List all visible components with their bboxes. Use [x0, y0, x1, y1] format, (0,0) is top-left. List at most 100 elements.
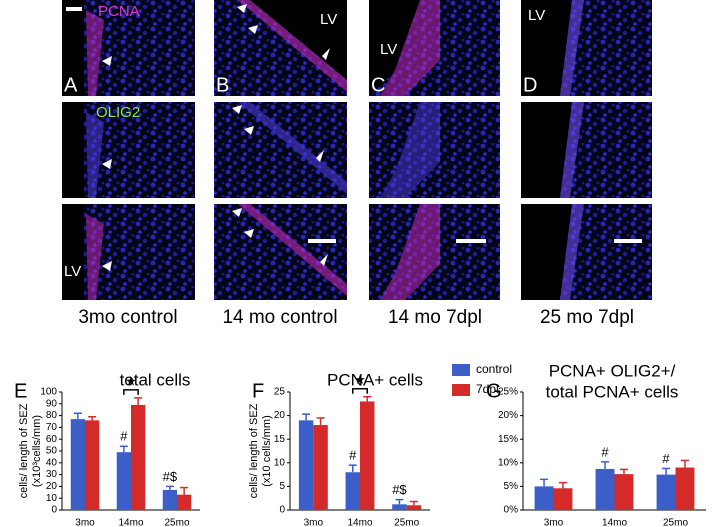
bar	[162, 489, 177, 510]
error-bar	[558, 481, 567, 489]
stain-label: PCNA	[98, 3, 140, 20]
x-tick-label: 14mo	[118, 518, 143, 527]
error-bar	[540, 478, 549, 487]
arrowhead	[322, 48, 330, 60]
bar	[298, 420, 314, 510]
micrograph	[62, 204, 195, 300]
y-tick-label: 0	[279, 505, 285, 516]
ventricle	[62, 102, 84, 198]
lv-label: LV	[528, 7, 545, 24]
error-bar	[601, 461, 610, 469]
arrowhead	[232, 208, 242, 217]
error-bar	[662, 467, 671, 475]
ventricle	[62, 0, 84, 96]
panel-caption: 14 mo 7dpl	[388, 307, 482, 328]
error-bar	[363, 395, 372, 402]
significance-bracket	[352, 387, 368, 394]
legend-swatch	[452, 364, 470, 376]
y-axis-label: (x10³cells/mm)	[31, 415, 43, 487]
bar	[131, 404, 146, 510]
stain-label: OLIG2	[96, 104, 140, 121]
sez-band	[560, 102, 584, 198]
annotation: #	[120, 429, 128, 444]
y-axis-label: cells/ length of SEZ	[18, 403, 30, 498]
annotation: #	[662, 451, 670, 466]
sez-band	[86, 112, 104, 198]
panel-letter: A	[64, 74, 78, 96]
y-tick-label: 5%	[504, 481, 519, 492]
panel-caption: 25 mo 7dpl	[540, 307, 634, 328]
sez-band	[238, 204, 347, 296]
panel-caption: 14 mo control	[222, 307, 337, 328]
y-tick-label: 15	[274, 434, 286, 445]
sez-band	[380, 0, 440, 96]
bar	[553, 488, 573, 510]
lv-label: LV	[380, 41, 397, 58]
y-tick-label: 30	[46, 469, 58, 480]
arrowhead	[102, 261, 112, 271]
y-tick-label: 90	[46, 398, 58, 409]
y-tick-label: 60	[46, 434, 58, 445]
annotation: #$	[392, 482, 407, 497]
error-bar	[619, 468, 628, 475]
bar	[534, 486, 554, 510]
chart-title: PCNA+ cells	[327, 370, 423, 389]
panel-letter: E	[14, 380, 27, 402]
error-bar	[73, 412, 82, 420]
arrowhead	[316, 150, 324, 162]
bar	[595, 468, 615, 510]
error-bar	[88, 416, 97, 421]
legend-label: control	[476, 362, 512, 376]
scale-bar	[308, 239, 336, 243]
significance-marker: ★	[125, 373, 137, 388]
significance-bracket	[123, 389, 139, 395]
legend-label: 7dpl	[476, 382, 499, 396]
bar	[116, 452, 131, 510]
ventricle	[521, 204, 572, 300]
sez-band	[86, 10, 104, 96]
y-tick-label: 10%	[498, 457, 518, 468]
sez-band	[380, 102, 440, 198]
error-bar	[395, 498, 404, 505]
arrowhead	[244, 229, 254, 238]
panel-letter: C	[371, 74, 385, 96]
chart-title: total PCNA+ cells	[546, 382, 679, 401]
sez-band	[380, 204, 440, 300]
y-tick-label: 0%	[504, 505, 519, 516]
error-bar	[409, 500, 418, 506]
scale-bar	[66, 7, 82, 11]
error-bar	[316, 417, 325, 426]
y-tick-label: 70	[46, 422, 58, 433]
bar	[177, 494, 192, 510]
micrograph	[214, 102, 347, 198]
bar	[360, 401, 375, 510]
arrowhead	[320, 254, 328, 266]
y-axis-label: (x10 cells/mm)	[261, 415, 273, 487]
micrograph	[214, 204, 347, 300]
sez-band	[238, 102, 347, 194]
bar	[85, 420, 100, 510]
y-tick-label: 0	[51, 505, 57, 516]
arrowhead	[102, 159, 112, 169]
x-tick-label: 3mo	[75, 518, 95, 527]
sez-band	[560, 0, 584, 96]
scale-bar	[614, 239, 642, 243]
y-tick-label: 5	[279, 481, 285, 492]
panel-letter: F	[252, 380, 264, 402]
y-tick-label: 80	[46, 410, 58, 421]
annotation: #	[349, 448, 357, 463]
x-tick-label: 25mo	[394, 518, 419, 527]
arrowhead	[248, 25, 258, 34]
lv-label: LV	[64, 263, 81, 280]
panel-letter: G	[486, 380, 502, 402]
error-bar	[180, 486, 189, 495]
panel-letter: B	[216, 74, 229, 96]
arrowheads	[102, 4, 330, 271]
chart-title: total cells	[120, 370, 191, 389]
y-axis-label: cells/ length of SEZ	[248, 403, 260, 498]
x-tick-label: 25mo	[164, 518, 189, 527]
panel-letter: D	[523, 74, 537, 96]
bar	[345, 472, 360, 510]
ventricle	[369, 0, 420, 96]
bar	[392, 504, 407, 510]
